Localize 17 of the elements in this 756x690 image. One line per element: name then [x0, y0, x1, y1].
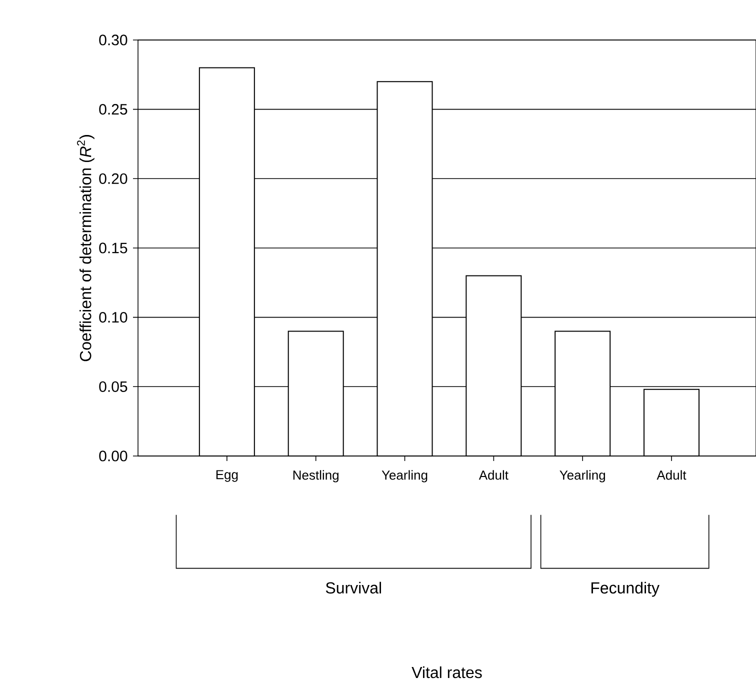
- x-tick-label: Adult: [478, 470, 508, 480]
- y-tick-label: 0.15: [99, 242, 128, 254]
- x-tick-label: Yearling: [560, 470, 606, 482]
- y-tick-label: 0.25: [99, 104, 128, 115]
- text: Vital rates: [412, 666, 482, 678]
- text: Survival: [326, 582, 382, 594]
- y-tick-label: 0.05: [99, 381, 128, 392]
- y-tick-label: 0.00: [99, 450, 128, 462]
- x-tick-label: Nestling: [293, 470, 338, 482]
- x-tick-label: Egg: [216, 470, 238, 482]
- y-tick-label: 0.10: [99, 312, 128, 323]
- y-tick-label: 0.20: [99, 173, 128, 184]
- text: Fecundity: [591, 582, 660, 597]
- y-axis-title: Coefficient of determination (R$^{2}$): [77, 135, 94, 362]
- y-tick-label: 0.30: [99, 34, 128, 46]
- x-tick-label: Adult: [656, 470, 686, 480]
- x-tick-label: Yearling: [382, 470, 428, 482]
